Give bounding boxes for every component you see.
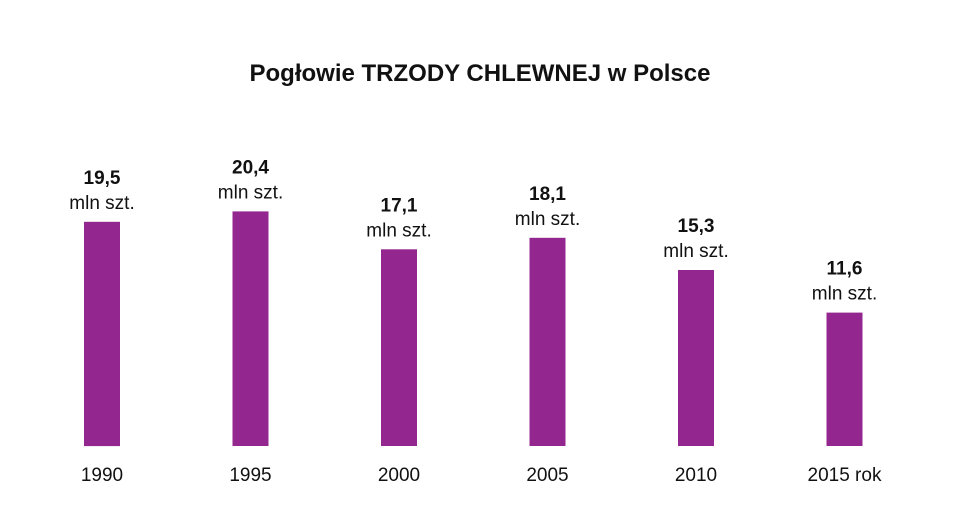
x-tick-label: 2010 [675, 465, 717, 486]
bar-unit-label: mln szt. [218, 182, 283, 203]
bar-unit-label: mln szt. [366, 220, 431, 241]
bar-value-label: 20,4 [232, 157, 269, 178]
bar-value-label: 19,5 [84, 168, 121, 189]
x-tick-label: 2015 rok [808, 465, 882, 486]
bar-2015-rok [826, 312, 863, 446]
bar-2005 [529, 237, 566, 446]
x-tick-label: 1990 [81, 465, 123, 486]
bar-unit-label: mln szt. [69, 193, 134, 214]
x-tick-label: 2000 [378, 465, 420, 486]
bar-unit-label: mln szt. [663, 241, 728, 262]
chart-title: Pogłowie TRZODY CHLEWNEJ w Polsce [250, 60, 711, 87]
x-tick-label: 1995 [229, 465, 271, 486]
bar-value-label: 18,1 [529, 184, 566, 205]
bar-value-label: 15,3 [678, 216, 715, 237]
bar-1995 [232, 211, 269, 446]
x-tick-label: 2005 [526, 465, 568, 486]
bar-1990 [84, 221, 120, 447]
bar-value-label: 11,6 [827, 259, 863, 280]
bar-unit-label: mln szt. [515, 209, 580, 230]
bars-group: mln szt. 19,5 1990 mln szt. 20,4 1995 mln szt.… [69, 157, 882, 486]
bar-2000 [381, 249, 417, 446]
bar-value-label: 17,1 [381, 195, 418, 216]
bar-2010 [678, 270, 714, 446]
bar-unit-label: mln szt. [812, 284, 877, 305]
